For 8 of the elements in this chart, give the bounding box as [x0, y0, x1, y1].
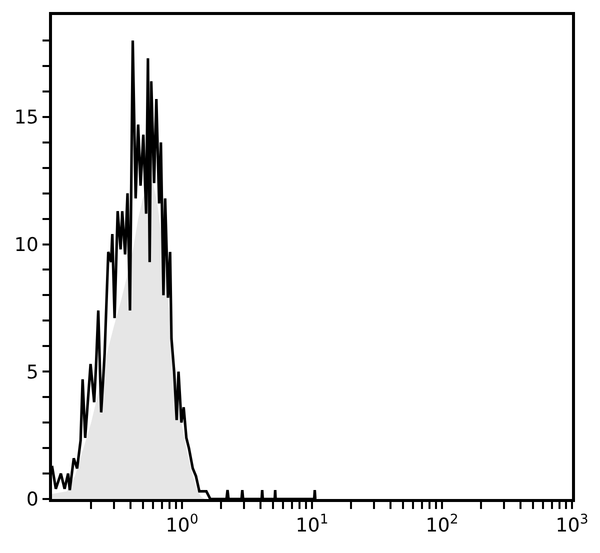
- x-tick-label: 10$^{0}$: [166, 512, 198, 537]
- y-tick-label: 15: [14, 106, 38, 129]
- y-tick-label: 0: [26, 488, 38, 511]
- x-tick-label: 10$^{2}$: [426, 512, 458, 537]
- x-tick-label: 10$^{3}$: [556, 512, 588, 537]
- y-tick-label: 5: [26, 361, 38, 384]
- x-tick-label: 10$^{1}$: [296, 512, 328, 537]
- y-tick-label: 10: [14, 234, 38, 256]
